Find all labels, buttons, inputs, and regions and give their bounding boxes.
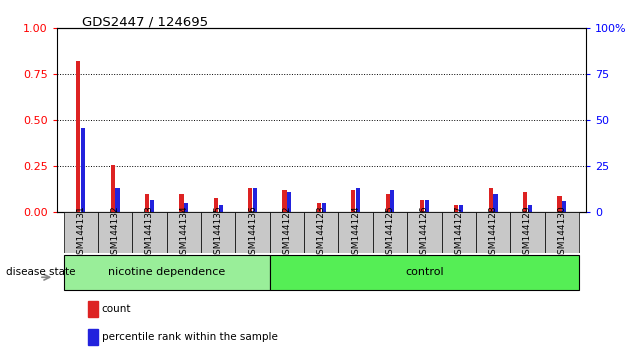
Bar bbox=[562, 201, 566, 212]
Bar bbox=[287, 192, 292, 212]
Bar bbox=[523, 192, 527, 212]
Bar bbox=[88, 329, 98, 345]
Text: GSM144136: GSM144136 bbox=[248, 205, 257, 260]
Bar bbox=[236, 212, 270, 253]
Bar bbox=[180, 194, 183, 212]
Bar bbox=[64, 212, 98, 253]
Text: GSM144132: GSM144132 bbox=[111, 205, 120, 260]
Bar bbox=[351, 190, 355, 212]
Bar bbox=[386, 194, 390, 212]
Bar bbox=[454, 205, 459, 212]
Bar bbox=[489, 188, 493, 212]
Bar bbox=[145, 194, 149, 212]
Bar bbox=[81, 128, 85, 212]
Text: count: count bbox=[101, 304, 131, 314]
Text: GSM144131: GSM144131 bbox=[76, 205, 85, 260]
Bar bbox=[528, 205, 532, 212]
Bar bbox=[407, 212, 442, 253]
Bar bbox=[201, 212, 236, 253]
Bar bbox=[459, 205, 463, 212]
Text: control: control bbox=[405, 267, 444, 277]
Bar bbox=[304, 212, 338, 253]
Text: GSM144133: GSM144133 bbox=[145, 205, 154, 260]
Bar bbox=[214, 198, 218, 212]
Text: GSM144125: GSM144125 bbox=[386, 205, 394, 260]
Bar bbox=[64, 255, 270, 290]
Text: GSM144124: GSM144124 bbox=[351, 206, 360, 260]
Bar bbox=[476, 212, 510, 253]
Text: GSM144126: GSM144126 bbox=[420, 205, 429, 260]
Bar bbox=[167, 212, 201, 253]
Bar bbox=[76, 62, 81, 212]
Text: disease state: disease state bbox=[6, 267, 76, 277]
Bar bbox=[115, 188, 120, 212]
Text: GSM144122: GSM144122 bbox=[282, 206, 292, 260]
Bar bbox=[442, 212, 476, 253]
Text: GSM144128: GSM144128 bbox=[489, 205, 498, 260]
Bar bbox=[88, 301, 98, 317]
Text: GDS2447 / 124695: GDS2447 / 124695 bbox=[82, 16, 208, 29]
Bar bbox=[356, 188, 360, 212]
Text: GSM144123: GSM144123 bbox=[317, 205, 326, 260]
Bar bbox=[545, 212, 579, 253]
Text: nicotine dependence: nicotine dependence bbox=[108, 267, 226, 277]
Bar bbox=[493, 194, 498, 212]
Bar bbox=[391, 190, 394, 212]
Bar bbox=[132, 212, 167, 253]
Bar bbox=[420, 200, 424, 212]
Bar bbox=[282, 190, 287, 212]
Bar bbox=[150, 200, 154, 212]
Bar bbox=[425, 200, 429, 212]
Text: GSM144127: GSM144127 bbox=[454, 205, 463, 260]
Text: GSM144130: GSM144130 bbox=[558, 205, 566, 260]
Bar bbox=[219, 205, 222, 212]
Bar bbox=[338, 212, 373, 253]
Bar bbox=[270, 255, 579, 290]
Bar bbox=[253, 188, 257, 212]
Bar bbox=[248, 188, 252, 212]
Bar bbox=[373, 212, 407, 253]
Bar bbox=[510, 212, 545, 253]
Bar bbox=[184, 203, 188, 212]
Text: percentile rank within the sample: percentile rank within the sample bbox=[101, 332, 278, 342]
Bar bbox=[270, 212, 304, 253]
Text: GSM144129: GSM144129 bbox=[523, 205, 532, 260]
Bar bbox=[317, 203, 321, 212]
Bar bbox=[322, 203, 326, 212]
Bar bbox=[558, 196, 561, 212]
Bar bbox=[98, 212, 132, 253]
Text: GSM144135: GSM144135 bbox=[214, 205, 223, 260]
Text: GSM144134: GSM144134 bbox=[180, 205, 188, 260]
Bar bbox=[111, 165, 115, 212]
